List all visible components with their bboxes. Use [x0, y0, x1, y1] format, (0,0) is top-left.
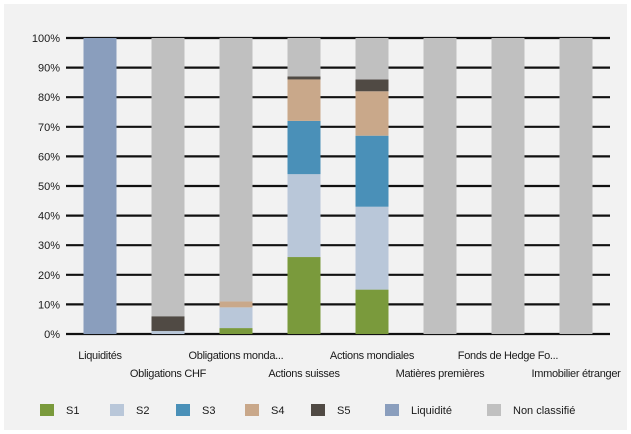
- bar-segment: [287, 174, 321, 258]
- bar-segment: [219, 38, 253, 302]
- x-category-label: Obligations monda...: [189, 350, 284, 362]
- bar-segment: [151, 38, 185, 317]
- legend-swatch: [385, 404, 399, 416]
- x-category-label: Actions mondiales: [330, 350, 415, 362]
- legend-swatch: [110, 404, 124, 416]
- bar-segment: [151, 331, 185, 334]
- legend-swatch: [487, 404, 501, 416]
- bar-segment: [219, 328, 253, 334]
- x-category-label: Immobilier étranger: [531, 368, 621, 380]
- legend-swatch: [40, 404, 54, 416]
- bar-segment: [83, 38, 117, 334]
- bar-segment: [287, 257, 321, 334]
- bar-segment: [355, 38, 389, 80]
- legend-swatch: [311, 404, 325, 416]
- bar-segment: [219, 301, 253, 308]
- bar-segment: [287, 120, 321, 175]
- y-tick-label: 60%: [38, 151, 60, 163]
- legend-label: S3: [202, 405, 215, 417]
- legend-label: S5: [337, 405, 350, 417]
- y-tick-label: 100%: [32, 33, 60, 45]
- bar-segment: [287, 38, 321, 77]
- x-category-label: Matières premières: [396, 368, 486, 380]
- bar-layer: [83, 38, 593, 334]
- x-axis: Liquidités Obligations CHF Obligations mon…: [78, 350, 621, 380]
- bar-segment: [287, 79, 321, 121]
- bar-segment: [559, 38, 593, 334]
- chart-panel: 0% 10% 20% 30% 40% 50% 60% 70% 80% 90% 100% Liquid…: [4, 4, 627, 430]
- bar-segment: [219, 307, 253, 329]
- bar-segment: [287, 76, 321, 80]
- legend-label: S1: [66, 405, 79, 417]
- bar-segment: [423, 38, 457, 334]
- legend-swatch: [245, 404, 259, 416]
- legend-label: Liquidité: [411, 405, 452, 417]
- y-tick-label: 40%: [38, 211, 60, 223]
- x-category-label: Fonds de Hedge Fo...: [458, 350, 559, 362]
- legend-label: Non classifié: [513, 405, 575, 417]
- bar-segment: [491, 38, 525, 334]
- y-tick-label: 70%: [38, 122, 60, 134]
- legend-label: S2: [136, 405, 149, 417]
- legend-label: S4: [271, 405, 284, 417]
- stacked-bar-chart: 0% 10% 20% 30% 40% 50% 60% 70% 80% 90% 100% Liquid…: [32, 33, 622, 417]
- legend: S1 S2 S3 S4 S5 Liquidité Non classifié: [40, 404, 575, 417]
- grid-layer: [66, 36, 610, 336]
- bar-segment: [151, 316, 185, 332]
- y-tick-label: 30%: [38, 240, 60, 252]
- y-tick-label: 50%: [38, 181, 60, 193]
- x-category-label: Obligations CHF: [130, 368, 207, 380]
- x-category-label: Actions suisses: [268, 368, 340, 380]
- bar-segment: [355, 289, 389, 334]
- legend-swatch: [176, 404, 190, 416]
- bar-segment: [355, 91, 389, 136]
- x-category-label: Liquidités: [78, 350, 122, 362]
- y-tick-label: 20%: [38, 270, 60, 282]
- bar-segment: [355, 206, 389, 290]
- y-tick-label: 80%: [38, 92, 60, 104]
- y-tick-label: 10%: [38, 299, 60, 311]
- y-axis: 0% 10% 20% 30% 40% 50% 60% 70% 80% 90% 100%: [32, 33, 60, 341]
- y-tick-label: 0%: [44, 329, 60, 341]
- bar-segment: [355, 79, 389, 92]
- bar-segment: [355, 135, 389, 207]
- y-tick-label: 90%: [38, 63, 60, 75]
